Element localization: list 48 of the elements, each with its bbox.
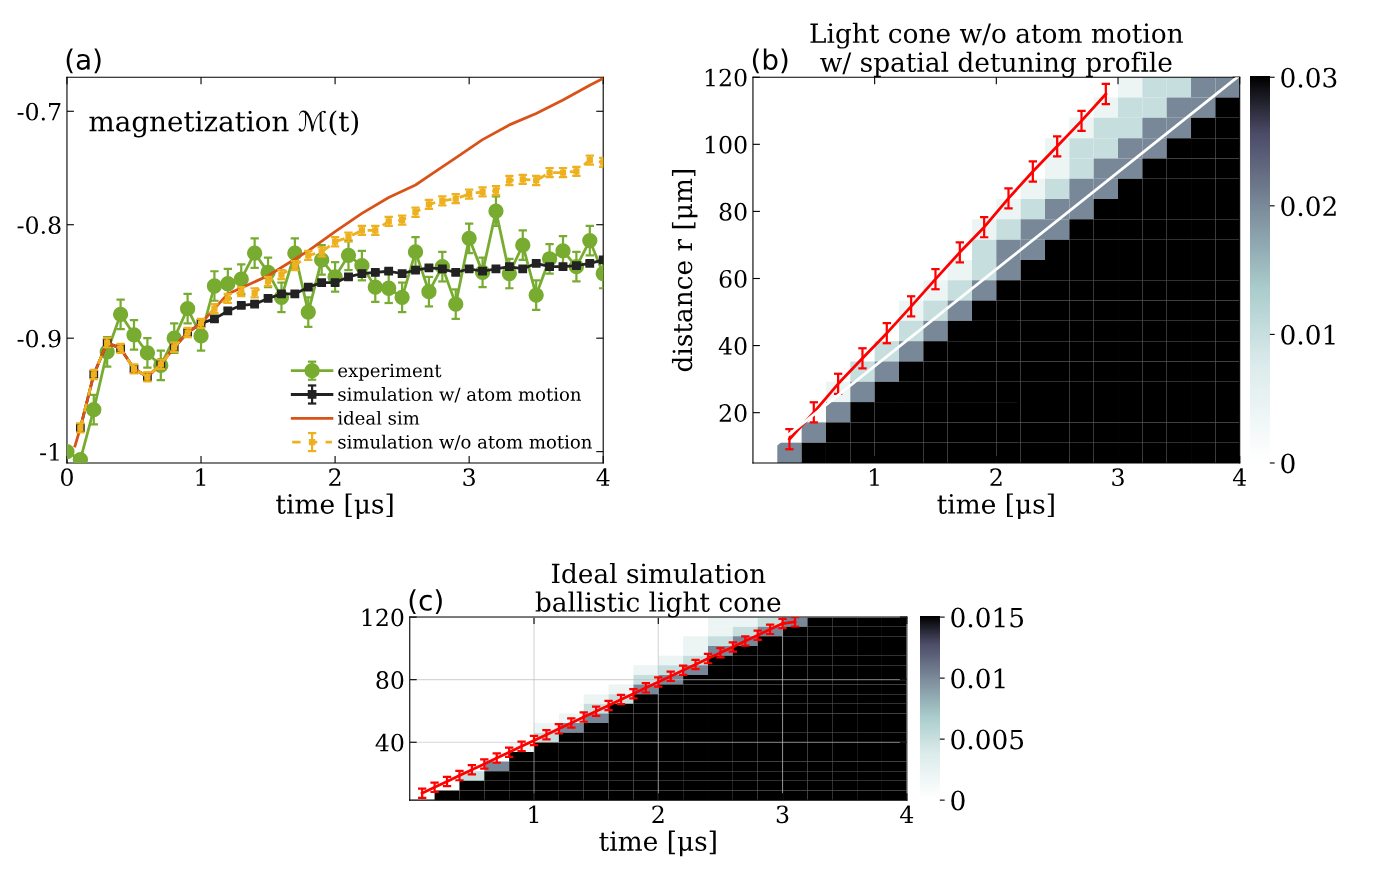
color-bar-label: 0.005 — [951, 729, 1024, 750]
color-bar-label: 0.03 — [1281, 67, 1337, 88]
text: magnetization ℳ(t) — [89, 110, 359, 138]
x-tick-label: 1 — [870, 468, 879, 486]
legend-label: ideal sim — [338, 410, 420, 425]
y-tick-label: -1 — [40, 443, 59, 461]
x-axis-title: time [μs] — [276, 493, 393, 520]
x-tick-label: 3 — [1112, 468, 1124, 487]
y-tick-label: 120 — [705, 68, 747, 87]
color-bar-label: 0.02 — [1281, 196, 1336, 217]
x-tick-label: 1 — [529, 805, 539, 823]
x-tick-label: 1 — [196, 468, 206, 486]
x-tick-label: 4 — [900, 805, 914, 823]
x-tick-label: 3 — [463, 468, 475, 487]
y-tick-label: 100 — [705, 135, 747, 154]
y-tick-label: 40 — [718, 337, 747, 355]
y-tick-label: 40 — [375, 733, 404, 752]
x-tick-label: 2 — [329, 468, 341, 486]
chart-title: Ideal simulation — [551, 562, 766, 584]
y-tick-label: -0.8 — [17, 216, 61, 235]
text: (a) — [66, 48, 101, 74]
x-axis-title: time [μs] — [937, 493, 1054, 520]
y-tick-label: -0.9 — [17, 329, 61, 348]
chart-subtitle: w/ spatial detuning profile — [820, 51, 1172, 78]
text: (b) — [752, 48, 788, 74]
y-tick-label: 120 — [362, 608, 404, 627]
x-tick-label: 2 — [990, 468, 1002, 486]
x-tick-label: 3 — [776, 805, 789, 824]
chart-subtitle: ballistic light cone — [535, 591, 781, 618]
text: (c) — [409, 589, 442, 615]
x-tick-label: 4 — [596, 468, 610, 486]
chart-title: Light cone w/o atom motion — [810, 22, 1183, 49]
x-tick-label: 0 — [61, 468, 73, 487]
legend-label: experiment — [338, 363, 442, 381]
color-bar-label: 0.015 — [951, 607, 1024, 628]
color-bar-label: 0.01 — [1281, 324, 1335, 345]
y-tick-label: 20 — [719, 404, 747, 422]
legend-label: simulation w/ atom motion — [338, 387, 582, 403]
y-tick-label: -0.7 — [17, 102, 61, 121]
y-tick-label: 60 — [719, 269, 747, 288]
x-axis-title: time [μs] — [599, 830, 716, 857]
color-bar-label: 0.01 — [951, 668, 1005, 689]
x-tick-label: 4 — [1232, 468, 1247, 486]
x-tick-label: 2 — [652, 805, 664, 823]
y-tick-label: 80 — [376, 671, 404, 689]
legend-label: simulation w/o atom motion — [338, 434, 592, 451]
y-tick-label: 80 — [719, 202, 747, 221]
y-axis-title: distance r [μm] — [671, 170, 698, 372]
